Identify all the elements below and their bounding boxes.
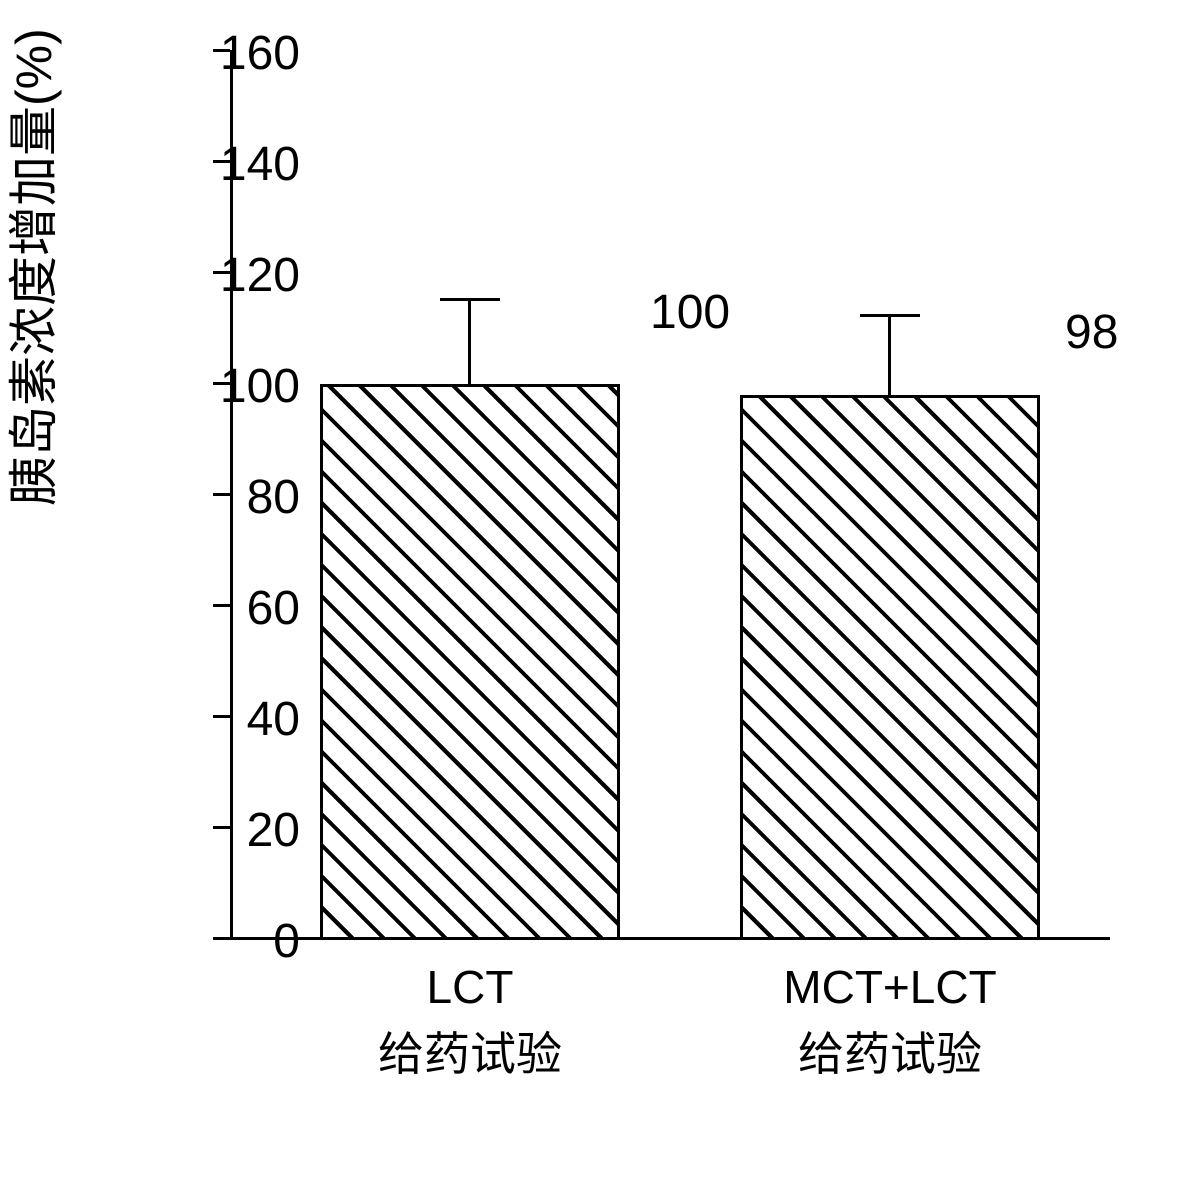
y-tick-label: 140 <box>220 137 300 192</box>
error-bar <box>468 301 471 384</box>
y-tick-label: 40 <box>247 692 300 747</box>
x-tick-label: MCT+LCT <box>740 960 1040 1014</box>
bar-hatch <box>743 398 1037 937</box>
bar-lct <box>320 384 620 940</box>
x-tick-sublabel: 给药试验 <box>320 1018 620 1084</box>
y-tick-label: 60 <box>247 581 300 636</box>
chart-container: 胰岛素浓度增加量(%) 100 98 0 20 40 60 80 100 120 <box>0 0 1200 1184</box>
error-bar <box>888 317 891 395</box>
bar-value-label: 100 <box>650 285 730 340</box>
x-tick-sublabel: 给药试验 <box>740 1018 1040 1084</box>
y-tick <box>213 604 230 607</box>
y-axis-label: 胰岛素浓度增加量(%) <box>0 28 66 506</box>
error-bar-cap <box>440 298 500 301</box>
y-tick <box>213 826 230 829</box>
y-tick-label: 100 <box>220 359 300 414</box>
x-tick-label: LCT <box>320 960 620 1014</box>
error-bar-cap <box>860 314 920 317</box>
y-tick <box>213 937 230 940</box>
y-tick-label: 120 <box>220 248 300 303</box>
bar-mct-lct <box>740 395 1040 940</box>
y-tick-label: 160 <box>220 26 300 81</box>
bar-hatch <box>323 387 617 937</box>
y-tick-label: 20 <box>247 803 300 858</box>
y-tick <box>213 493 230 496</box>
plot-area: 100 98 <box>230 50 1110 940</box>
y-tick <box>213 715 230 718</box>
y-tick-label: 0 <box>273 914 300 969</box>
y-tick-label: 80 <box>247 470 300 525</box>
bar-value-label: 98 <box>1065 305 1118 360</box>
